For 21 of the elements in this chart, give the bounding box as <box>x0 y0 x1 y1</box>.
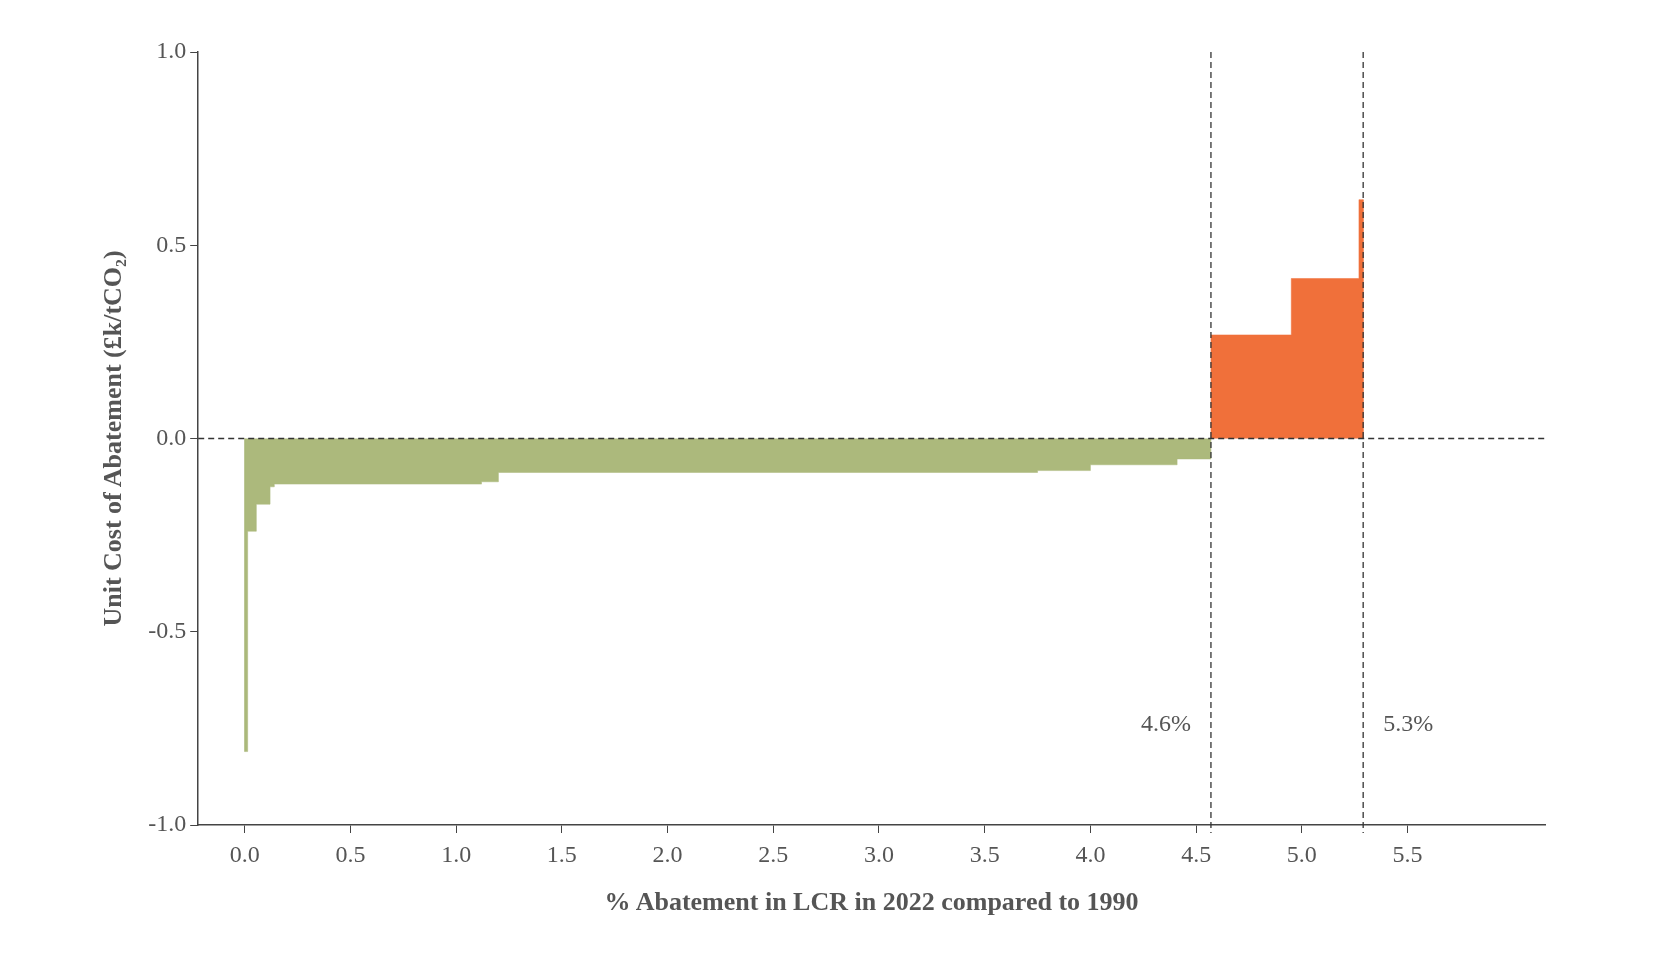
ref-line-label: 5.3% <box>1383 709 1434 736</box>
y-tick-label: -1.0 <box>148 810 187 837</box>
ref-line-label: 4.6% <box>1140 709 1191 736</box>
x-tick-label: 2.5 <box>758 840 789 867</box>
y-tick-label: 0.5 <box>156 230 187 257</box>
x-tick-label: 4.5 <box>1181 840 1212 867</box>
x-tick-label: 0.0 <box>229 840 260 867</box>
y-axis-title: Unit Cost of Abatement (£k/tCO₂) <box>98 250 128 627</box>
x-tick-label: 5.5 <box>1392 840 1423 867</box>
x-tick-label: 2.0 <box>652 840 683 867</box>
x-tick-label: 5.0 <box>1286 840 1317 867</box>
x-tick-label: 4.0 <box>1075 840 1106 867</box>
y-tick-label: 0.0 <box>156 423 187 450</box>
y-tick-label: -0.5 <box>148 617 187 644</box>
x-tick-label: 1.5 <box>546 840 577 867</box>
x-tick-label: 3.5 <box>969 840 1000 867</box>
x-tick-label: 1.0 <box>441 840 472 867</box>
x-tick-label: 3.0 <box>864 840 894 867</box>
y-tick-label: 1.0 <box>156 37 187 64</box>
x-axis-title: % Abatement in LCR in 2022 compared to 1990 <box>604 887 1139 917</box>
x-tick-label: 0.5 <box>335 840 366 867</box>
